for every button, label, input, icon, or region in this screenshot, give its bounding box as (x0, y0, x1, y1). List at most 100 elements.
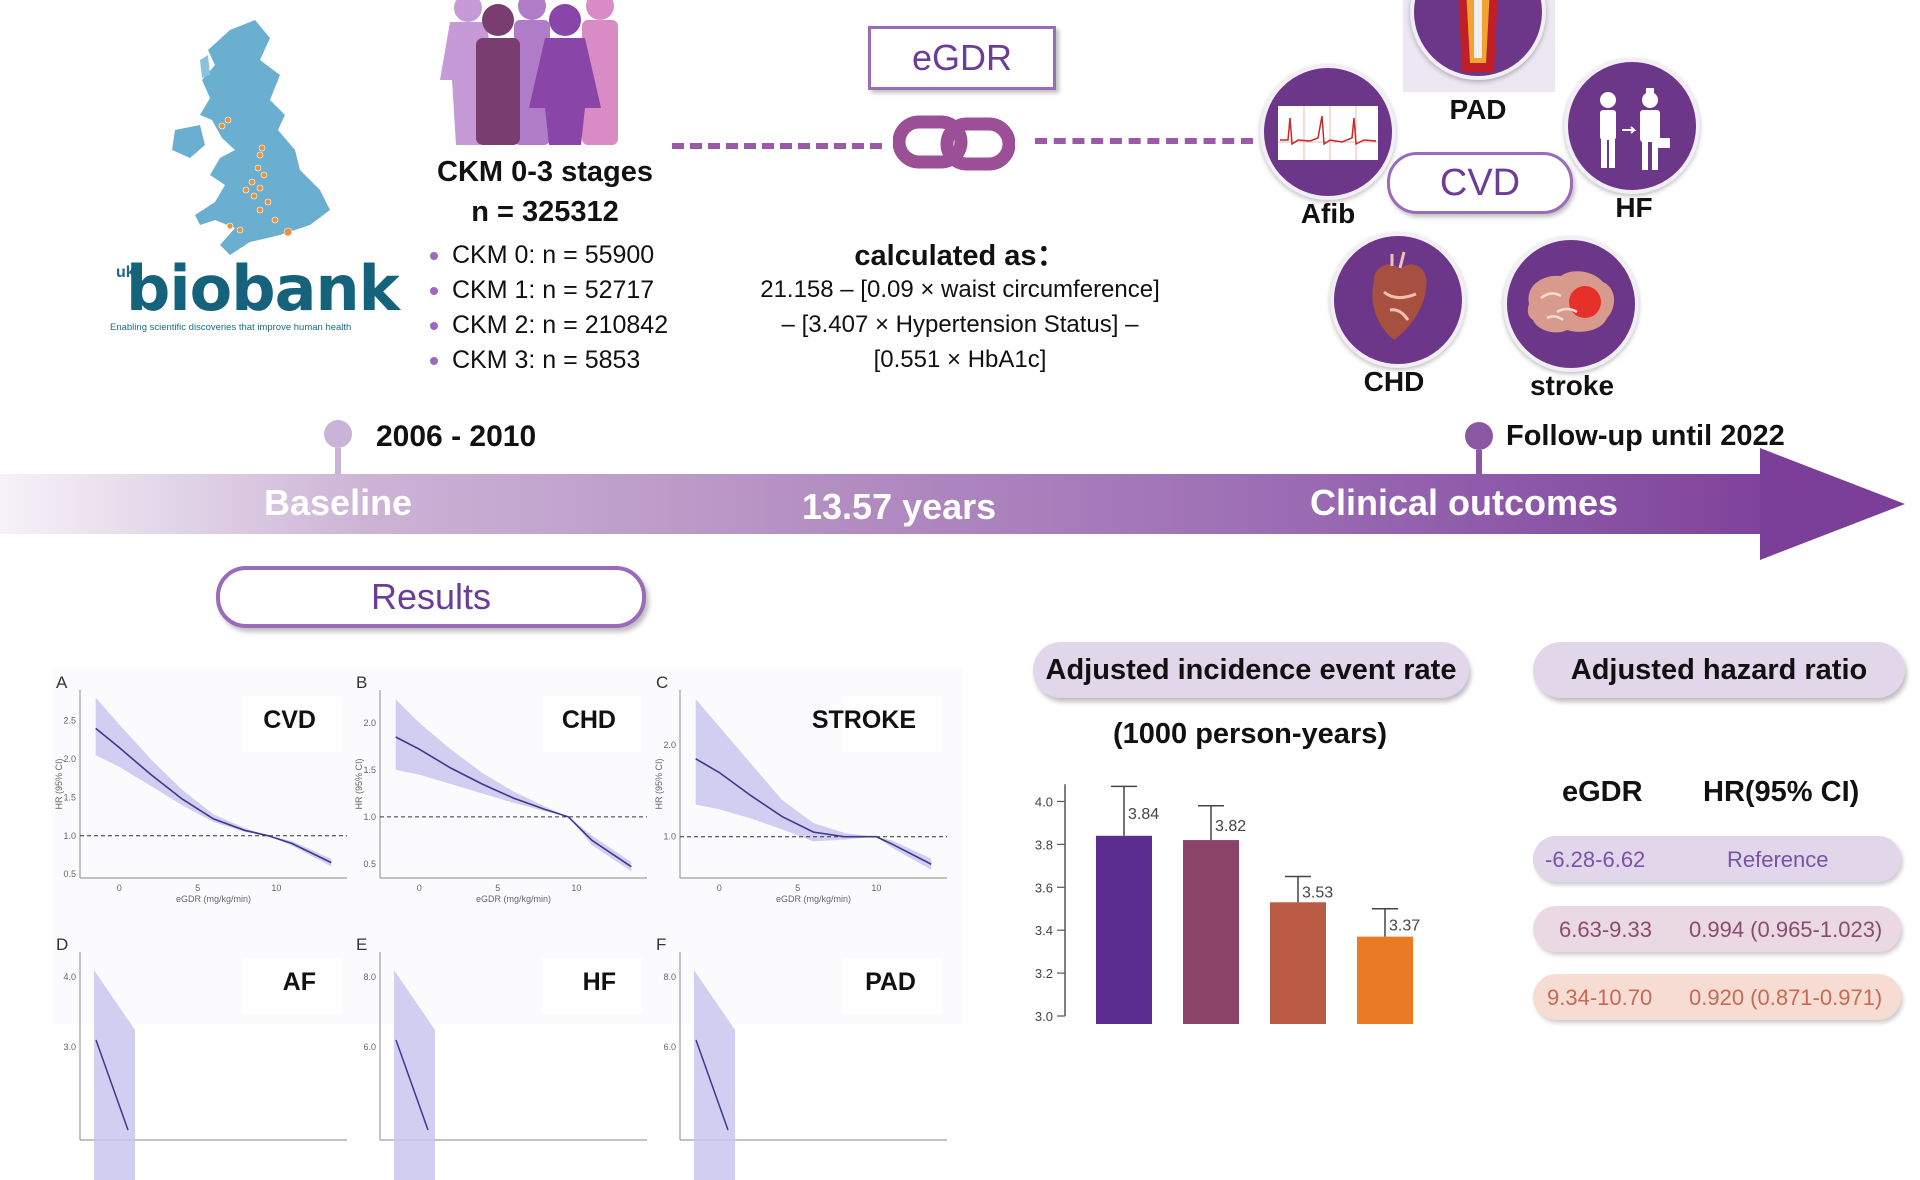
formula-line: [0.551 × HbA1c] (873, 346, 1047, 373)
timeline-baseline-label: Baseline (264, 482, 413, 523)
x-axis-label: eGDR (mg/kg/min) (476, 894, 551, 904)
ckm-stage-item: CKM 3: n = 5853 (428, 343, 668, 378)
y-tick-label: 0.5 (63, 869, 76, 879)
bar (1357, 936, 1413, 1024)
y-tick-label: 2.0 (63, 754, 76, 764)
hazard-row-hr: 0.994 (0.965-1.023) (1689, 917, 1883, 942)
hazard-title-pill: Adjusted hazard ratio (1533, 642, 1905, 698)
formula-line: 21.158 – [0.09 × waist circumference] (760, 276, 1160, 303)
hazard-row-range: 9.34-10.70 (1547, 985, 1653, 1010)
x-tick-label: 5 (795, 883, 800, 893)
hr-curve (695, 758, 932, 865)
spline-chart-stroke: C STROKE 1.0 2.0 0 5 10 eGDR (mg/kg/min) HR (95%… (654, 673, 947, 904)
followup-text: Follow-up until 2022 (1506, 420, 1785, 452)
y-axis-label: HR (95% CI) (54, 758, 64, 809)
outcome-hf-label: HF (1615, 192, 1653, 223)
y-axis-label: HR (95% CI) (654, 758, 664, 809)
ckm-stage-item: CKM 1: n = 52717 (428, 273, 668, 308)
hazard-row-range: -6.28-6.62 (1545, 847, 1646, 872)
hazard-row-range: 6.63-9.33 (1559, 917, 1652, 942)
egdr-formula: 21.158 – [0.09 × waist circumference] – … (720, 272, 1200, 377)
bar-value-label: 3.84 (1128, 806, 1159, 823)
followup-pin-marker (1465, 422, 1493, 488)
y-tick-label: 1.5 (363, 765, 376, 775)
chart-title: CHD (562, 706, 616, 734)
x-tick-label: 10 (271, 883, 281, 893)
y-tick-label: 3.8 (1035, 837, 1053, 852)
hazard-row: -6.28-6.62 Reference (1533, 836, 1901, 882)
y-tick-label: 0.5 (363, 859, 376, 869)
y-tick-label: 4.0 (63, 972, 76, 982)
heart-icon (1372, 251, 1427, 340)
hazard-row: 6.63-9.33 0.994 (0.965-1.023) (1533, 906, 1901, 952)
cohort-total-n: n = 325312 (471, 196, 619, 228)
timeline-arrowhead (1760, 448, 1905, 560)
y-tick-label: 1.0 (663, 832, 676, 842)
outcome-hf-circle (1564, 58, 1700, 194)
hazard-col-hr: HR(95% CI) (1703, 776, 1860, 808)
timeline-bar (0, 474, 1818, 534)
artery-icon (1458, 0, 1498, 72)
outcome-chd-circle (1330, 232, 1466, 368)
confidence-band (395, 699, 632, 872)
chart-title: CVD (263, 706, 316, 734)
chart-title: STROKE (812, 706, 916, 734)
y-tick-label: 4.0 (1035, 794, 1053, 809)
y-axis-label: HR (95% CI) (354, 758, 364, 809)
biobank-logo-prefix: uk (116, 264, 135, 281)
x-tick-label: 10 (571, 883, 581, 893)
dashed-connector-left (672, 143, 882, 149)
cohort-title-stages: CKM 0-3 stages (437, 156, 653, 188)
chart-title-box (842, 958, 942, 1014)
y-tick-label: 8.0 (663, 972, 676, 982)
chain-link-icon (893, 115, 1015, 171)
confidence-band (394, 970, 435, 1180)
y-tick-label: 3.0 (1035, 1009, 1053, 1024)
chart-title-box (842, 696, 942, 752)
y-tick-label: 1.5 (63, 792, 76, 802)
y-tick-label: 2.0 (363, 718, 376, 728)
bar (1183, 840, 1239, 1024)
ckm-stage-item: CKM 2: n = 210842 (428, 308, 668, 343)
confidence-band (94, 970, 135, 1180)
bar-value-label: 3.82 (1215, 818, 1246, 835)
hr-curve (95, 727, 332, 864)
cvd-center-pill: CVD (1387, 152, 1573, 214)
panel-letter: A (56, 673, 68, 692)
panel-letter: F (656, 935, 666, 954)
people-group-icon (440, 0, 618, 145)
x-tick-label: 0 (117, 883, 122, 893)
panel-letter: B (356, 673, 367, 692)
y-tick-label: 2.5 (63, 716, 76, 726)
spline-chart-chd: B CHD 0.5 1.0 1.5 2.0 0 5 10 eGDR (mg/kg/min) HR (… (354, 673, 647, 904)
y-tick-label: 3.4 (1035, 923, 1053, 938)
panel-letter: C (656, 673, 668, 692)
patient-doctor-icon (1600, 88, 1670, 170)
timeline-duration: 13.57 years (802, 486, 997, 527)
spline-chart-cvd: A CVD 0.5 1.0 1.5 2.0 2.5 0 5 10 eGDR (mg/kg/min) H… (54, 673, 347, 904)
x-tick-label: 10 (871, 883, 881, 893)
hazard-row-hr: Reference (1727, 847, 1829, 872)
baseline-pin-marker (324, 420, 352, 488)
spline-chart-af: D AF 4.0 3.0 (56, 935, 347, 1180)
y-tick-label: 2.0 (663, 740, 676, 750)
confidence-band (694, 970, 735, 1180)
y-tick-label: 8.0 (363, 972, 376, 982)
chart-title-box (542, 696, 642, 752)
outcome-afib-circle (1260, 64, 1396, 200)
y-tick-label: 3.0 (63, 1042, 76, 1052)
y-tick-label: 3.2 (1035, 966, 1053, 981)
outcome-chd-label: CHD (1363, 366, 1425, 397)
hazard-col-egdr: eGDR (1562, 776, 1643, 808)
formula-line: – [3.407 × Hypertension Status] – (781, 311, 1139, 338)
results-heading-pill: Results (216, 566, 646, 628)
incidence-subtitle: (1000 person-years) (1112, 718, 1388, 750)
biobank-logo-word: biobank (126, 252, 400, 325)
spline-charts-grid: A CVD 0.5 1.0 1.5 2.0 2.5 0 5 10 eGDR (mg/kg/min) H… (52, 668, 962, 1180)
outcome-pad-label: PAD (1449, 94, 1507, 125)
chart-title: AF (283, 968, 316, 996)
incidence-title-pill: Adjusted incidence event rate (1033, 642, 1469, 698)
outcome-stroke-circle (1503, 236, 1639, 372)
x-tick-label: 5 (495, 883, 500, 893)
confidence-band (95, 697, 332, 867)
